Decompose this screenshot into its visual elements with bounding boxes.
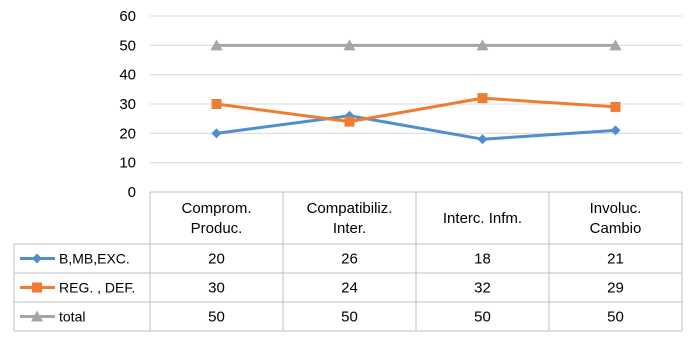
table-cell-value: 24 bbox=[341, 280, 358, 297]
y-tick-label: 0 bbox=[128, 184, 136, 201]
x-tick-label: Comprom. Produc. bbox=[181, 200, 251, 237]
y-tick-label: 50 bbox=[119, 37, 136, 54]
y-tick-label: 20 bbox=[119, 125, 136, 142]
legend-marker bbox=[32, 282, 42, 293]
series-line bbox=[216, 114, 616, 141]
table-cell-value: 30 bbox=[208, 280, 225, 297]
table-cell-value: 50 bbox=[341, 309, 358, 326]
data-point bbox=[211, 128, 222, 139]
data-point bbox=[610, 125, 621, 136]
legend-marker bbox=[31, 310, 43, 322]
data-point bbox=[477, 134, 488, 145]
table-cell-value: 50 bbox=[607, 309, 624, 326]
data-point bbox=[211, 99, 222, 109]
table-cell-value: 26 bbox=[341, 251, 358, 268]
x-tick-label: Involuc. Cambio bbox=[590, 200, 642, 237]
table-cell-value: 20 bbox=[208, 251, 225, 268]
y-tick-label: 30 bbox=[119, 96, 136, 113]
y-tick-label: 60 bbox=[119, 8, 136, 25]
y-tick-label: 40 bbox=[119, 67, 136, 84]
table-cell-value: 29 bbox=[607, 280, 624, 297]
data-point bbox=[477, 93, 488, 104]
data-point bbox=[610, 101, 621, 112]
series-name: B,MB,EXC. bbox=[59, 251, 130, 267]
x-tick-label: Interc. Infm. bbox=[443, 210, 522, 227]
table-cell-value: 18 bbox=[474, 251, 491, 268]
series-line bbox=[216, 96, 616, 124]
x-tick-label: Compatibiliz. Inter. bbox=[307, 200, 393, 237]
y-tick-label: 10 bbox=[119, 155, 136, 172]
table-cell-value: 21 bbox=[607, 251, 624, 268]
data-point bbox=[476, 39, 489, 51]
table-cell-value: 50 bbox=[474, 309, 491, 326]
data-point bbox=[343, 39, 356, 51]
series-name: total bbox=[59, 309, 85, 325]
table-cell-value: 50 bbox=[208, 309, 225, 326]
series-name: REG. , DEF. bbox=[59, 280, 135, 296]
data-point bbox=[210, 39, 223, 51]
data-point bbox=[344, 116, 355, 127]
table-cell-value: 32 bbox=[474, 280, 491, 297]
legend-marker bbox=[32, 253, 42, 264]
data-point bbox=[609, 39, 622, 51]
